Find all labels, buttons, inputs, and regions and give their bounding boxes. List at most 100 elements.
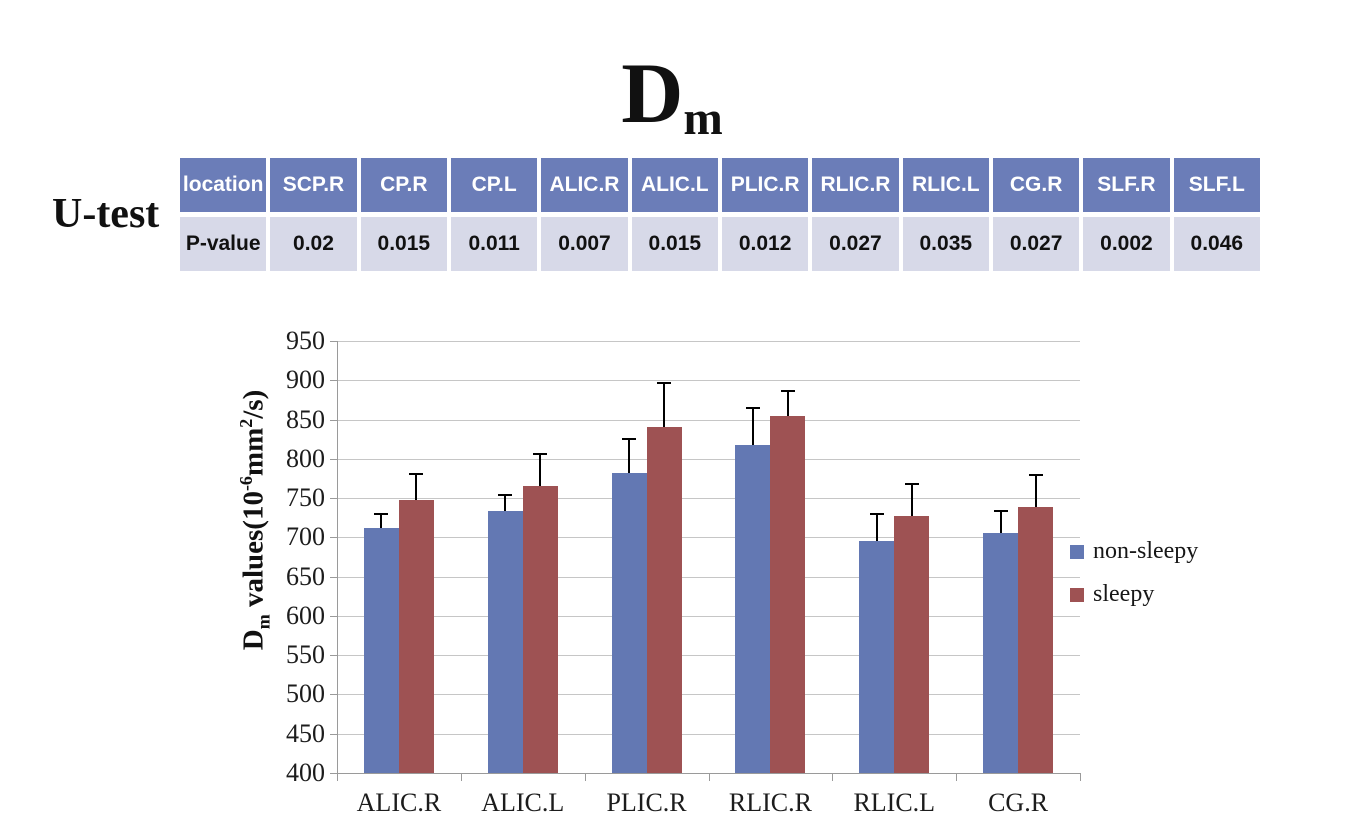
table-header-alic.r: ALIC.R bbox=[541, 158, 628, 212]
x-tick-label-alic.r: ALIC.R bbox=[356, 788, 442, 817]
y-tick-400 bbox=[330, 773, 337, 774]
table-header-slf.r: SLF.R bbox=[1083, 158, 1170, 212]
error-cap-sleepy-alic.r bbox=[409, 472, 424, 475]
error-cap-non-sleepy-cg.r bbox=[993, 510, 1008, 513]
error-cap-sleepy-rlic.r bbox=[780, 390, 795, 393]
gridline-950 bbox=[337, 341, 1080, 342]
bar-sleepy-cg.r bbox=[1018, 506, 1054, 773]
gridline-800 bbox=[337, 458, 1080, 460]
gridline-550 bbox=[337, 655, 1080, 657]
x-tick-3 bbox=[708, 773, 710, 781]
table-header-slf.l: SLF.L bbox=[1173, 158, 1260, 212]
gridline-900 bbox=[337, 380, 1080, 382]
error-bar-sleepy-rlic.l bbox=[910, 483, 913, 517]
x-tick-label-alic.l: ALIC.L bbox=[481, 788, 565, 817]
table-row-label: P-value bbox=[180, 217, 267, 271]
gridline-750 bbox=[337, 498, 1080, 500]
y-axis-line bbox=[337, 341, 338, 774]
error-bar-non-sleepy-alic.r bbox=[380, 513, 383, 528]
bar-non-sleepy-plic.r bbox=[611, 472, 647, 773]
y-tick-label-850: 850 bbox=[286, 404, 325, 434]
bar-sleepy-alic.r bbox=[398, 500, 434, 773]
y-tick-500 bbox=[330, 694, 337, 696]
y-tick-750 bbox=[330, 498, 337, 500]
legend-label-sleepy: sleepy bbox=[1093, 581, 1155, 607]
error-cap-sleepy-cg.r bbox=[1028, 474, 1043, 477]
y-tick-label-950: 950 bbox=[286, 326, 325, 355]
p-value-table: location SCP.R CP.R CP.L ALIC.R ALIC.L PLIC.R R… bbox=[176, 153, 1264, 276]
table-header-cp.l: CP.L bbox=[450, 158, 538, 212]
bar-non-sleepy-rlic.r bbox=[735, 444, 771, 773]
gridline-450 bbox=[337, 733, 1080, 735]
table-header-rlic.l: RLIC.L bbox=[902, 158, 989, 212]
p-value-cell-slf.r: 0.002 bbox=[1083, 217, 1170, 271]
p-value-cell-alic.l: 0.015 bbox=[631, 217, 718, 271]
x-tick-0 bbox=[337, 773, 338, 781]
y-tick-label-700: 700 bbox=[286, 522, 325, 552]
y-tick-950 bbox=[330, 341, 337, 342]
gridline-500 bbox=[337, 694, 1080, 696]
error-bar-non-sleepy-plic.r bbox=[628, 439, 631, 473]
error-cap-sleepy-alic.l bbox=[533, 453, 548, 456]
bar-sleepy-alic.l bbox=[522, 486, 558, 773]
p-value-cell-cp.r: 0.015 bbox=[360, 217, 447, 271]
gridline-850 bbox=[337, 419, 1080, 421]
title-main: D bbox=[621, 45, 684, 141]
error-cap-non-sleepy-rlic.r bbox=[745, 406, 760, 409]
bar-sleepy-plic.r bbox=[646, 426, 682, 773]
utest-label: U-test bbox=[52, 191, 160, 237]
y-tick-label-800: 800 bbox=[286, 443, 325, 473]
y-tick-label-650: 650 bbox=[286, 561, 325, 591]
p-value-cell-slf.l: 0.046 bbox=[1173, 217, 1260, 271]
legend-entry-non-sleepy: non-sleepy bbox=[1070, 538, 1198, 565]
table-header-cg.r: CG.R bbox=[992, 158, 1080, 212]
x-tick-6 bbox=[1080, 773, 1081, 781]
p-value-cell-rlic.r: 0.027 bbox=[812, 217, 899, 271]
y-tick-label-600: 600 bbox=[286, 600, 325, 630]
x-tick-label-rlic.r: RLIC.R bbox=[728, 788, 812, 817]
error-cap-sleepy-plic.r bbox=[657, 381, 672, 384]
y-tick-700 bbox=[330, 537, 337, 539]
error-cap-non-sleepy-plic.r bbox=[622, 438, 637, 441]
error-bar-non-sleepy-cg.r bbox=[999, 511, 1002, 534]
error-cap-non-sleepy-alic.r bbox=[374, 512, 389, 515]
legend-entry-sleepy: sleepy bbox=[1070, 581, 1154, 608]
bar-non-sleepy-rlic.l bbox=[859, 541, 895, 773]
x-tick-5 bbox=[956, 773, 958, 781]
y-tick-550 bbox=[330, 655, 337, 657]
p-value-cell-plic.r: 0.012 bbox=[721, 217, 809, 271]
table-header-plic.r: PLIC.R bbox=[721, 158, 809, 212]
error-bar-sleepy-rlic.r bbox=[786, 391, 789, 416]
y-tick-450 bbox=[330, 733, 337, 735]
y-tick-label-450: 450 bbox=[286, 718, 325, 748]
y-tick-900 bbox=[330, 380, 337, 382]
y-tick-600 bbox=[330, 615, 337, 617]
table-header-cp.r: CP.R bbox=[360, 158, 447, 212]
x-tick-4 bbox=[832, 773, 834, 781]
y-tick-650 bbox=[330, 576, 337, 578]
p-value-cell-alic.r: 0.007 bbox=[541, 217, 628, 271]
x-tick-2 bbox=[584, 773, 586, 781]
bar-non-sleepy-alic.l bbox=[487, 511, 523, 773]
title-subscript: m bbox=[683, 92, 723, 145]
error-cap-sleepy-rlic.l bbox=[904, 482, 919, 485]
p-value-cell-cg.r: 0.027 bbox=[992, 217, 1080, 271]
table-header-scp.r: SCP.R bbox=[270, 158, 357, 212]
bar-sleepy-rlic.r bbox=[770, 415, 806, 773]
error-bar-sleepy-alic.l bbox=[539, 454, 542, 487]
error-bar-sleepy-cg.r bbox=[1034, 475, 1037, 507]
x-tick-label-plic.r: PLIC.R bbox=[606, 788, 687, 817]
error-bar-sleepy-plic.r bbox=[663, 382, 666, 427]
bar-sleepy-rlic.l bbox=[894, 516, 930, 773]
y-tick-label-500: 500 bbox=[286, 679, 325, 709]
x-tick-label-rlic.l: RLIC.L bbox=[853, 788, 936, 817]
y-tick-label-550: 550 bbox=[286, 640, 325, 670]
error-bar-non-sleepy-rlic.l bbox=[875, 513, 878, 542]
legend-swatch-sleepy bbox=[1070, 587, 1084, 602]
gridline-700 bbox=[337, 537, 1080, 539]
bar-non-sleepy-alic.r bbox=[363, 527, 399, 773]
p-value-cell-scp.r: 0.02 bbox=[270, 217, 357, 271]
legend-swatch-non-sleepy bbox=[1070, 544, 1084, 559]
p-value-cell-rlic.l: 0.035 bbox=[902, 217, 989, 271]
page-title: Dm bbox=[621, 50, 723, 142]
